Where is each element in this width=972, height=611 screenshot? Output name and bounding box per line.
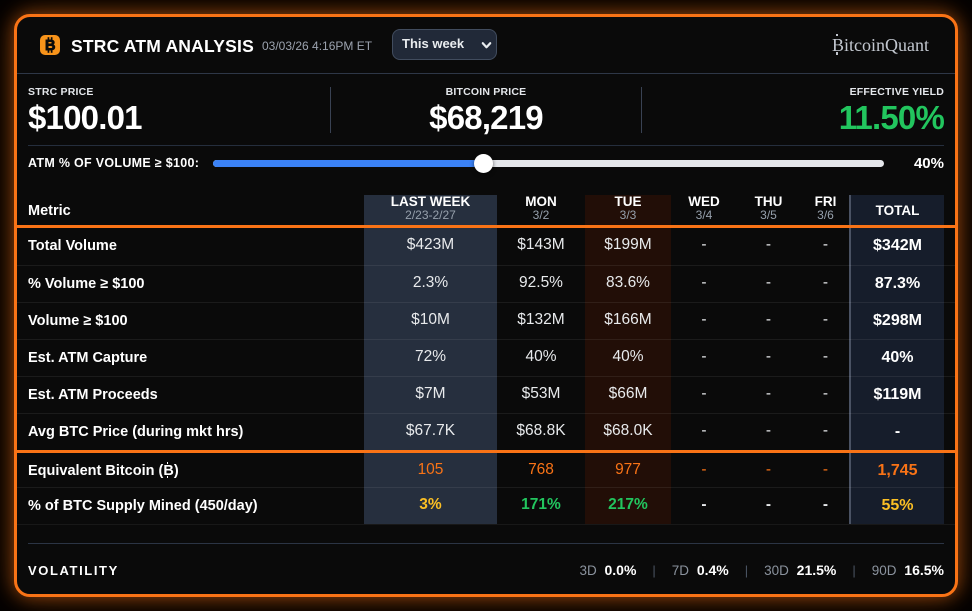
svg-text:B: B: [45, 38, 55, 54]
